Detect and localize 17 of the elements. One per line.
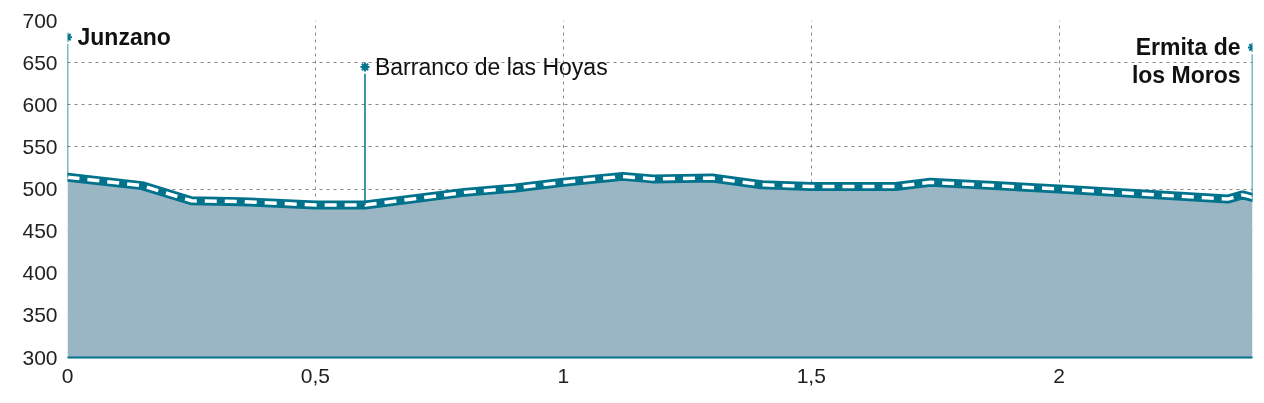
y-tick-label: 550	[22, 134, 58, 158]
y-tick-label: 350	[22, 303, 58, 327]
annotation: Junzano	[77, 24, 171, 51]
annotation: Ermita de los Moros	[1131, 34, 1241, 89]
y-tick-label: 500	[22, 177, 58, 200]
x-tick-label: 1,5	[796, 363, 826, 387]
y-tick-label: 600	[22, 92, 58, 116]
x-tick-label: 0	[61, 363, 74, 387]
annotation: Barranco de las Hoyas	[374, 54, 608, 81]
y-tick-label: 700	[22, 8, 58, 32]
y-tick-label: 650	[22, 50, 58, 74]
y-tick-label: 300	[22, 345, 58, 369]
y-tick-label: 400	[22, 261, 58, 285]
y-tick-label: 450	[22, 219, 58, 243]
x-tick-label: 1	[557, 363, 570, 387]
x-tick-label: 2	[1053, 363, 1065, 387]
x-tick-label: 0,5	[300, 363, 331, 387]
